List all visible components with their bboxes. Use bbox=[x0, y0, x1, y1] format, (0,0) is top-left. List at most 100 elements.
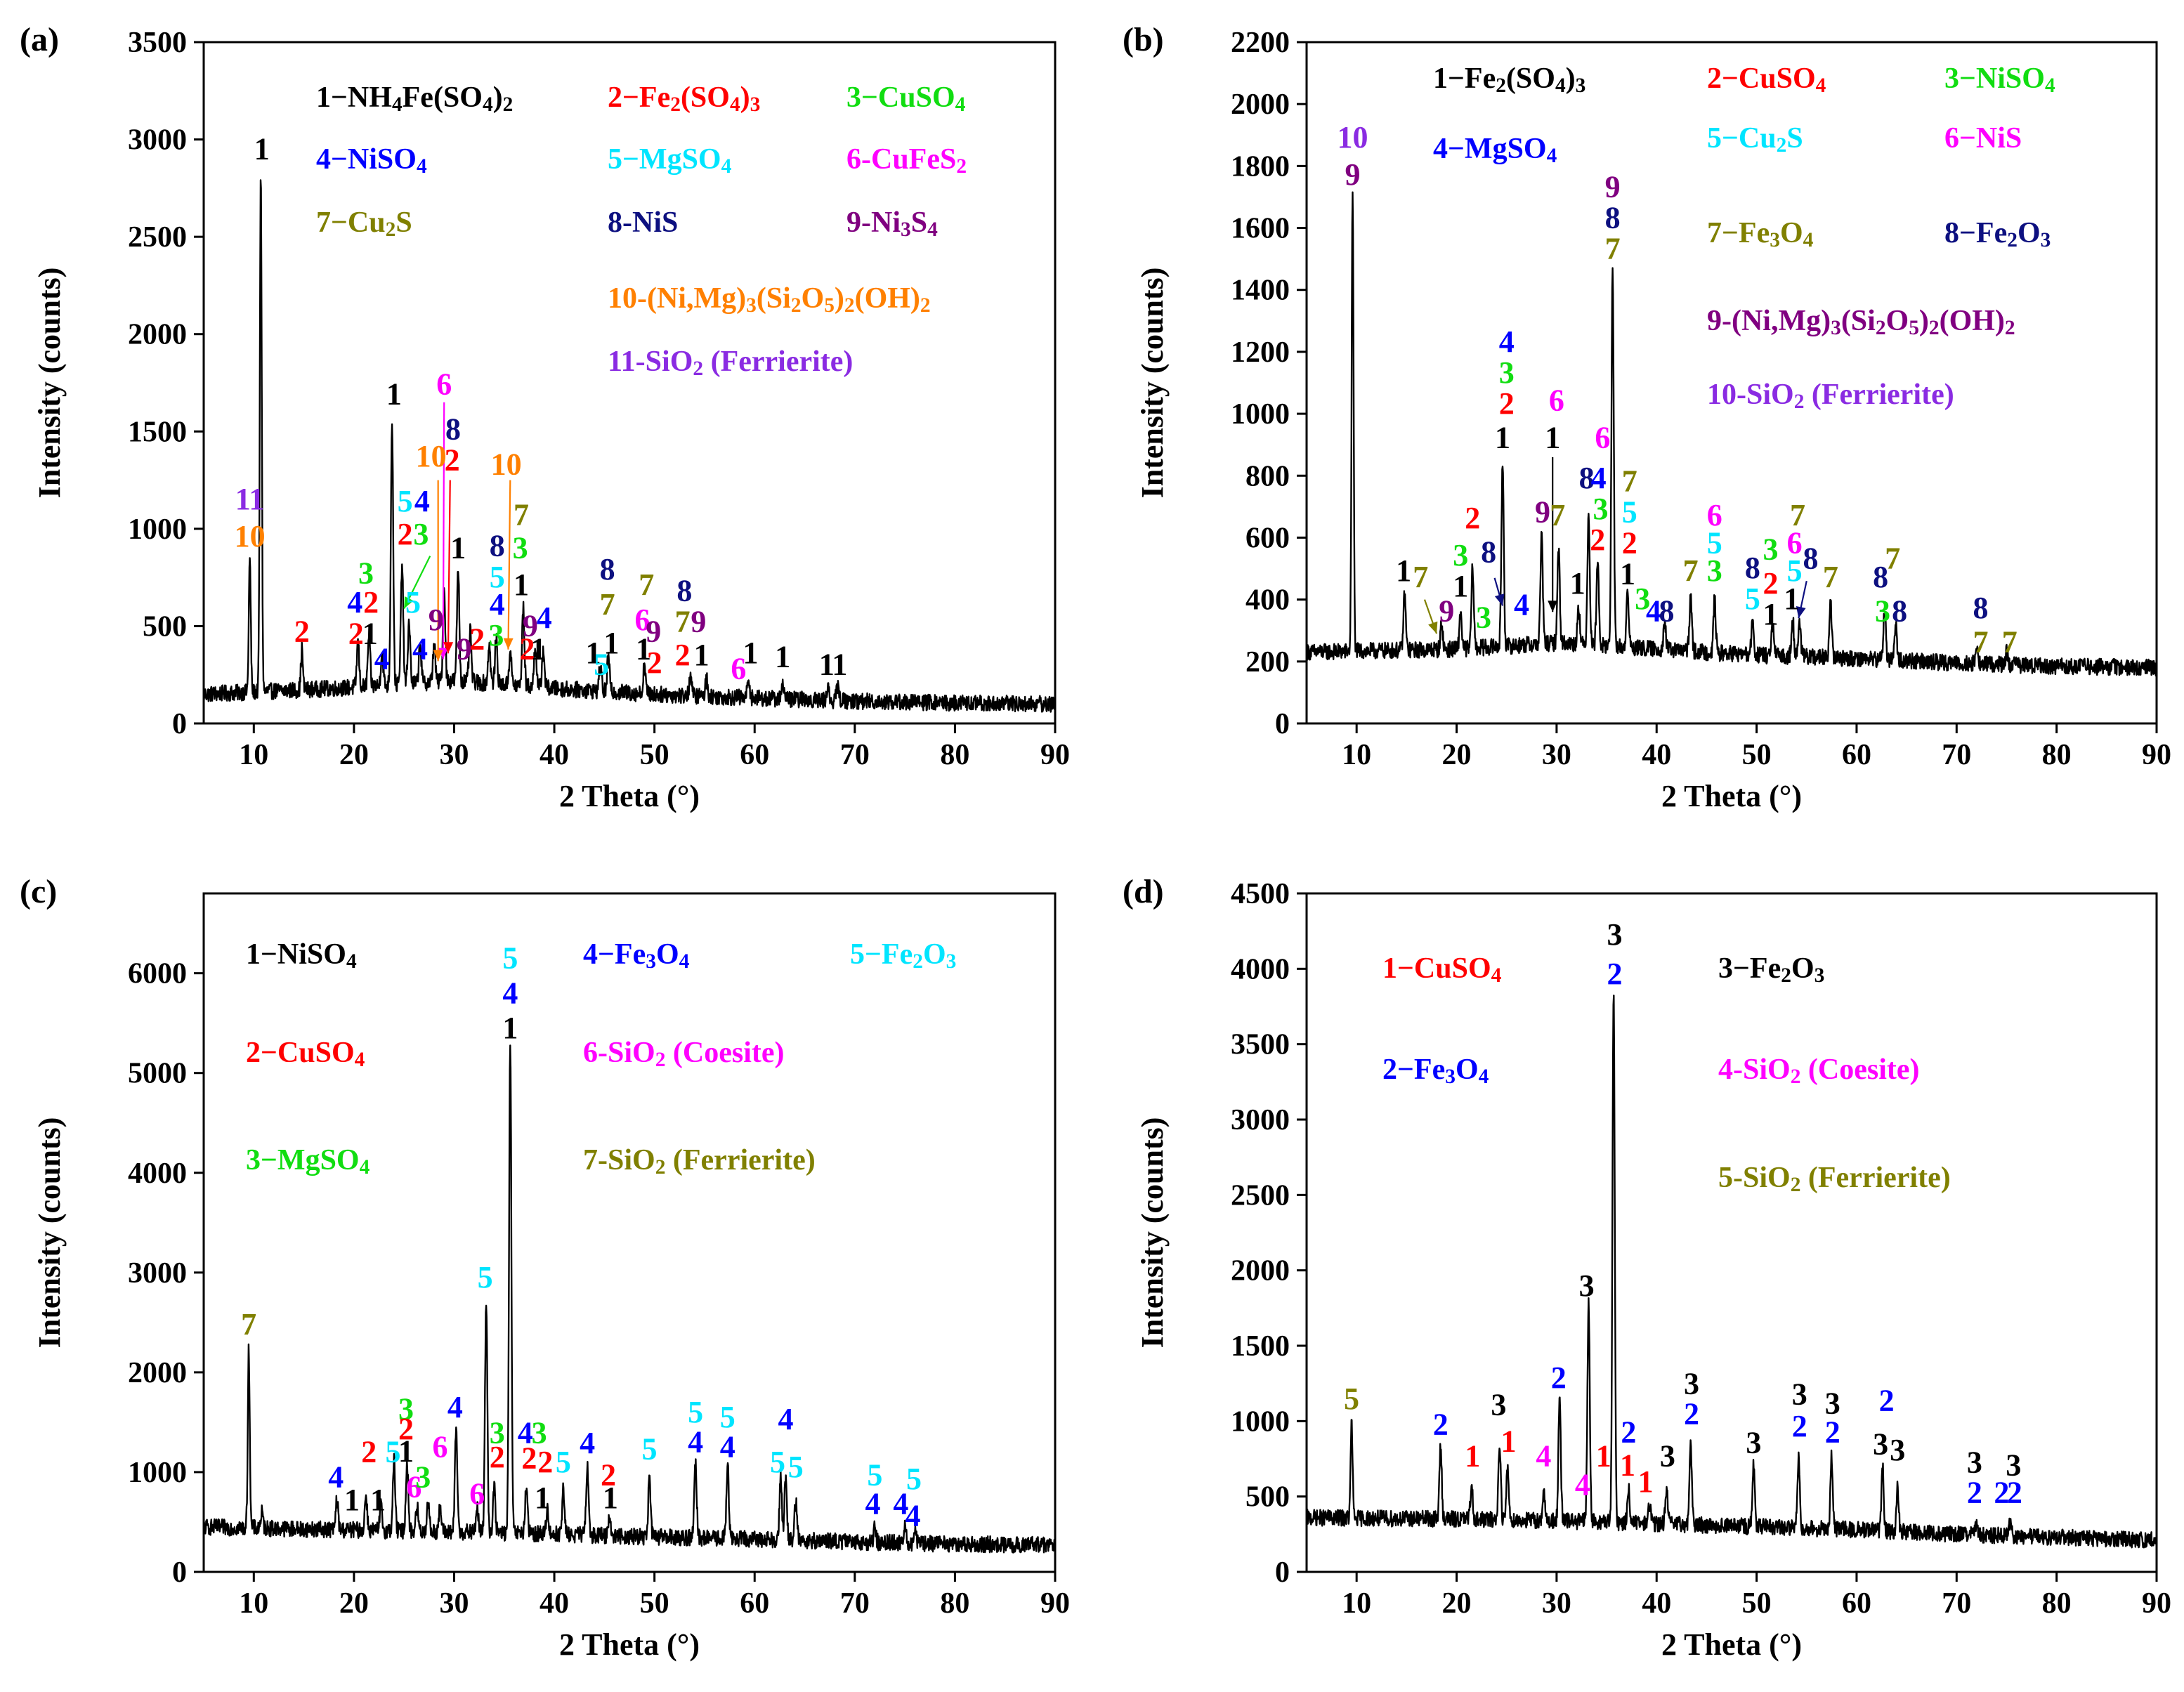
y-tick-label: 2000 bbox=[128, 1357, 187, 1389]
x-tick-label: 50 bbox=[640, 739, 669, 771]
y-tick-label: 1500 bbox=[128, 416, 187, 448]
peak-label: 1 bbox=[1545, 421, 1560, 455]
peak-label: 9 bbox=[1345, 157, 1360, 192]
y-tick-label: 800 bbox=[1245, 460, 1290, 492]
peak-label: 3 bbox=[358, 556, 374, 590]
peak-label: 6 bbox=[469, 1476, 485, 1511]
peak-label: 2 bbox=[1967, 1475, 1982, 1509]
peak-label: 7 bbox=[1550, 498, 1565, 532]
y-tick-label: 1200 bbox=[1231, 336, 1290, 369]
peak-label: 4 bbox=[1499, 324, 1515, 359]
peak-label: 1 bbox=[502, 1011, 518, 1045]
peak-label: 1 bbox=[344, 1483, 360, 1517]
peak-label: 8 bbox=[1605, 201, 1621, 235]
peak-label: 2 bbox=[521, 1441, 537, 1475]
x-tick-label: 50 bbox=[640, 1587, 669, 1620]
peak-label: 9 bbox=[691, 605, 706, 639]
y-tick-label: 2000 bbox=[128, 319, 187, 351]
peak-label: 7 bbox=[514, 497, 529, 532]
peak-label: 5 bbox=[405, 585, 421, 619]
peak-label: 1 bbox=[1784, 582, 1799, 616]
peak-label: 7 bbox=[1885, 542, 1900, 576]
xrd-trace bbox=[203, 1044, 1057, 1554]
legend-entry: 5−Cu2S bbox=[1707, 122, 1803, 157]
x-tick-label: 20 bbox=[339, 739, 369, 771]
peak-label: 3 bbox=[1792, 1377, 1807, 1412]
peak-label: 8 bbox=[1579, 461, 1595, 495]
peak-label: 5 bbox=[688, 1395, 703, 1429]
peak-label: 3 bbox=[1763, 532, 1779, 566]
y-tick-label: 2500 bbox=[128, 221, 187, 254]
peak-label: 1 bbox=[254, 131, 270, 166]
y-tick-label: 1000 bbox=[128, 1457, 187, 1489]
xrd-trace bbox=[1305, 191, 2158, 677]
peak-label: 3 bbox=[488, 618, 504, 652]
y-tick-label: 1000 bbox=[128, 513, 187, 546]
peak-label: 4 bbox=[518, 1416, 533, 1450]
plot-frame bbox=[1305, 892, 2158, 1573]
peak-label: 5 bbox=[788, 1450, 804, 1484]
peak-label: 2 bbox=[1433, 1408, 1449, 1442]
peak-label: 8 bbox=[1481, 535, 1496, 570]
peak-label: 5 bbox=[478, 1260, 493, 1294]
peak-label: 3 bbox=[1875, 594, 1890, 629]
peak-label: 5 bbox=[398, 484, 413, 518]
legend-entry: 4−NiSO4 bbox=[316, 143, 427, 178]
peak-label: 2 bbox=[361, 1435, 377, 1469]
legend-entry: 7−Fe3O4 bbox=[1707, 217, 1814, 251]
peak-label: 7 bbox=[600, 587, 615, 622]
peak-label: 8 bbox=[490, 529, 505, 563]
legend-entry: 11-SiO2 (Ferrierite) bbox=[608, 346, 853, 380]
peak-label: 1 bbox=[1763, 597, 1779, 631]
x-axis-title: 2 Theta (°) bbox=[1661, 779, 1802, 813]
x-tick-label: 10 bbox=[239, 1587, 268, 1620]
peak-label: 2 bbox=[1499, 386, 1515, 421]
legend-entry: 8−Fe2O3 bbox=[1944, 217, 2051, 251]
peak-label: 2 bbox=[675, 638, 691, 672]
y-tick-label: 4000 bbox=[128, 1157, 187, 1190]
panel-label: (b) bbox=[1123, 21, 1164, 58]
peak-label: 5 bbox=[1344, 1382, 1359, 1416]
x-tick-label: 90 bbox=[1040, 1587, 1070, 1620]
peak-label: 2 bbox=[537, 1445, 553, 1479]
annotation-arrow bbox=[447, 480, 451, 654]
peak-label: 8 bbox=[1873, 560, 1888, 594]
peak-label: 8 bbox=[1745, 551, 1760, 585]
peak-label: 2 bbox=[469, 622, 485, 657]
y-axis-title: Intensity (counts) bbox=[32, 268, 67, 499]
legend-entry: 1−NH4Fe(SO4)2 bbox=[316, 81, 513, 116]
x-tick-label: 30 bbox=[439, 1587, 469, 1620]
peak-label: 1 bbox=[514, 568, 529, 602]
legend-entry: 7−Cu2S bbox=[316, 206, 412, 241]
y-tick-label: 1400 bbox=[1231, 275, 1290, 307]
x-axis-title: 2 Theta (°) bbox=[559, 1627, 700, 1662]
legend-entry: 5−Fe2O3 bbox=[850, 938, 956, 973]
legend-entry: 6-SiO2 (Coesite) bbox=[583, 1037, 784, 1071]
y-tick-label: 500 bbox=[143, 610, 187, 643]
peak-label: 2 bbox=[647, 645, 662, 680]
peak-label: 3 bbox=[1660, 1439, 1675, 1474]
peak-label: 2 bbox=[1879, 1383, 1895, 1417]
peak-label: 2 bbox=[294, 615, 310, 649]
chart-panel-b: 10 20 30 40 50 60 70 80 90 0 200 400 600 800 1000 1200 1… bbox=[1123, 21, 2171, 813]
peak-label: 7 bbox=[1790, 498, 1805, 532]
peak-label: 3 bbox=[1873, 1427, 1888, 1462]
x-axis-title: 2 Theta (°) bbox=[1661, 1627, 1802, 1662]
y-tick-label: 0 bbox=[1275, 708, 1290, 740]
y-tick-label: 4500 bbox=[1231, 878, 1290, 910]
peak-label: 2 bbox=[490, 1440, 505, 1474]
legend-entry: 8-NiS bbox=[608, 206, 678, 239]
peak-label: 5 bbox=[594, 648, 609, 682]
peak-label: 2 bbox=[2007, 1475, 2022, 1509]
legend-entry: 7-SiO2 (Ferrierite) bbox=[583, 1144, 816, 1179]
peak-label: 8 bbox=[1659, 594, 1674, 629]
y-tick-label: 1500 bbox=[1231, 1330, 1290, 1363]
peak-label: 4 bbox=[412, 632, 428, 667]
peak-label: 9 bbox=[457, 632, 472, 667]
peak-label: 5 bbox=[770, 1445, 785, 1479]
x-tick-label: 20 bbox=[1442, 1587, 1472, 1620]
peak-label: 3 bbox=[1746, 1425, 1761, 1460]
x-tick-label: 60 bbox=[740, 739, 769, 771]
peak-label: 1 bbox=[743, 636, 759, 670]
peak-label: 3 bbox=[1593, 492, 1609, 526]
